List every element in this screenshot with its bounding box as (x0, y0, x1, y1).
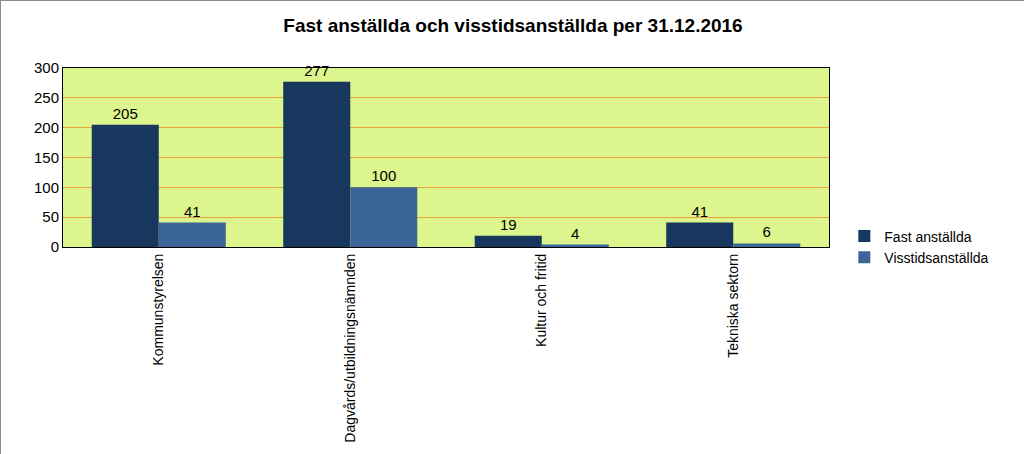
svg-text:19: 19 (500, 216, 517, 233)
svg-text:Kommunstyrelsen: Kommunstyrelsen (150, 254, 166, 366)
svg-text:Fast anställda: Fast anställda (884, 229, 971, 245)
svg-text:Visstidsanställda: Visstidsanställda (884, 250, 988, 266)
svg-text:250: 250 (34, 89, 59, 106)
svg-text:200: 200 (34, 119, 59, 136)
svg-text:277: 277 (304, 62, 329, 79)
svg-text:150: 150 (34, 149, 59, 166)
svg-text:100: 100 (34, 179, 59, 196)
svg-text:Dagvårds/utbildningsnämnden: Dagvårds/utbildningsnämnden (342, 254, 358, 443)
svg-text:Fast anställda och visstidsans: Fast anställda och visstidsanställda per… (283, 15, 742, 36)
svg-text:41: 41 (184, 203, 201, 220)
svg-text:100: 100 (371, 167, 396, 184)
svg-text:50: 50 (42, 208, 59, 225)
svg-text:300: 300 (34, 59, 59, 76)
svg-text:0: 0 (51, 238, 59, 255)
svg-text:41: 41 (691, 203, 708, 220)
svg-text:205: 205 (113, 105, 138, 122)
svg-text:Tekniska sektorn: Tekniska sektorn (725, 254, 741, 358)
svg-text:Kultur och fritid: Kultur och fritid (533, 254, 549, 347)
svg-text:6: 6 (763, 223, 771, 240)
svg-text:4: 4 (571, 225, 579, 242)
